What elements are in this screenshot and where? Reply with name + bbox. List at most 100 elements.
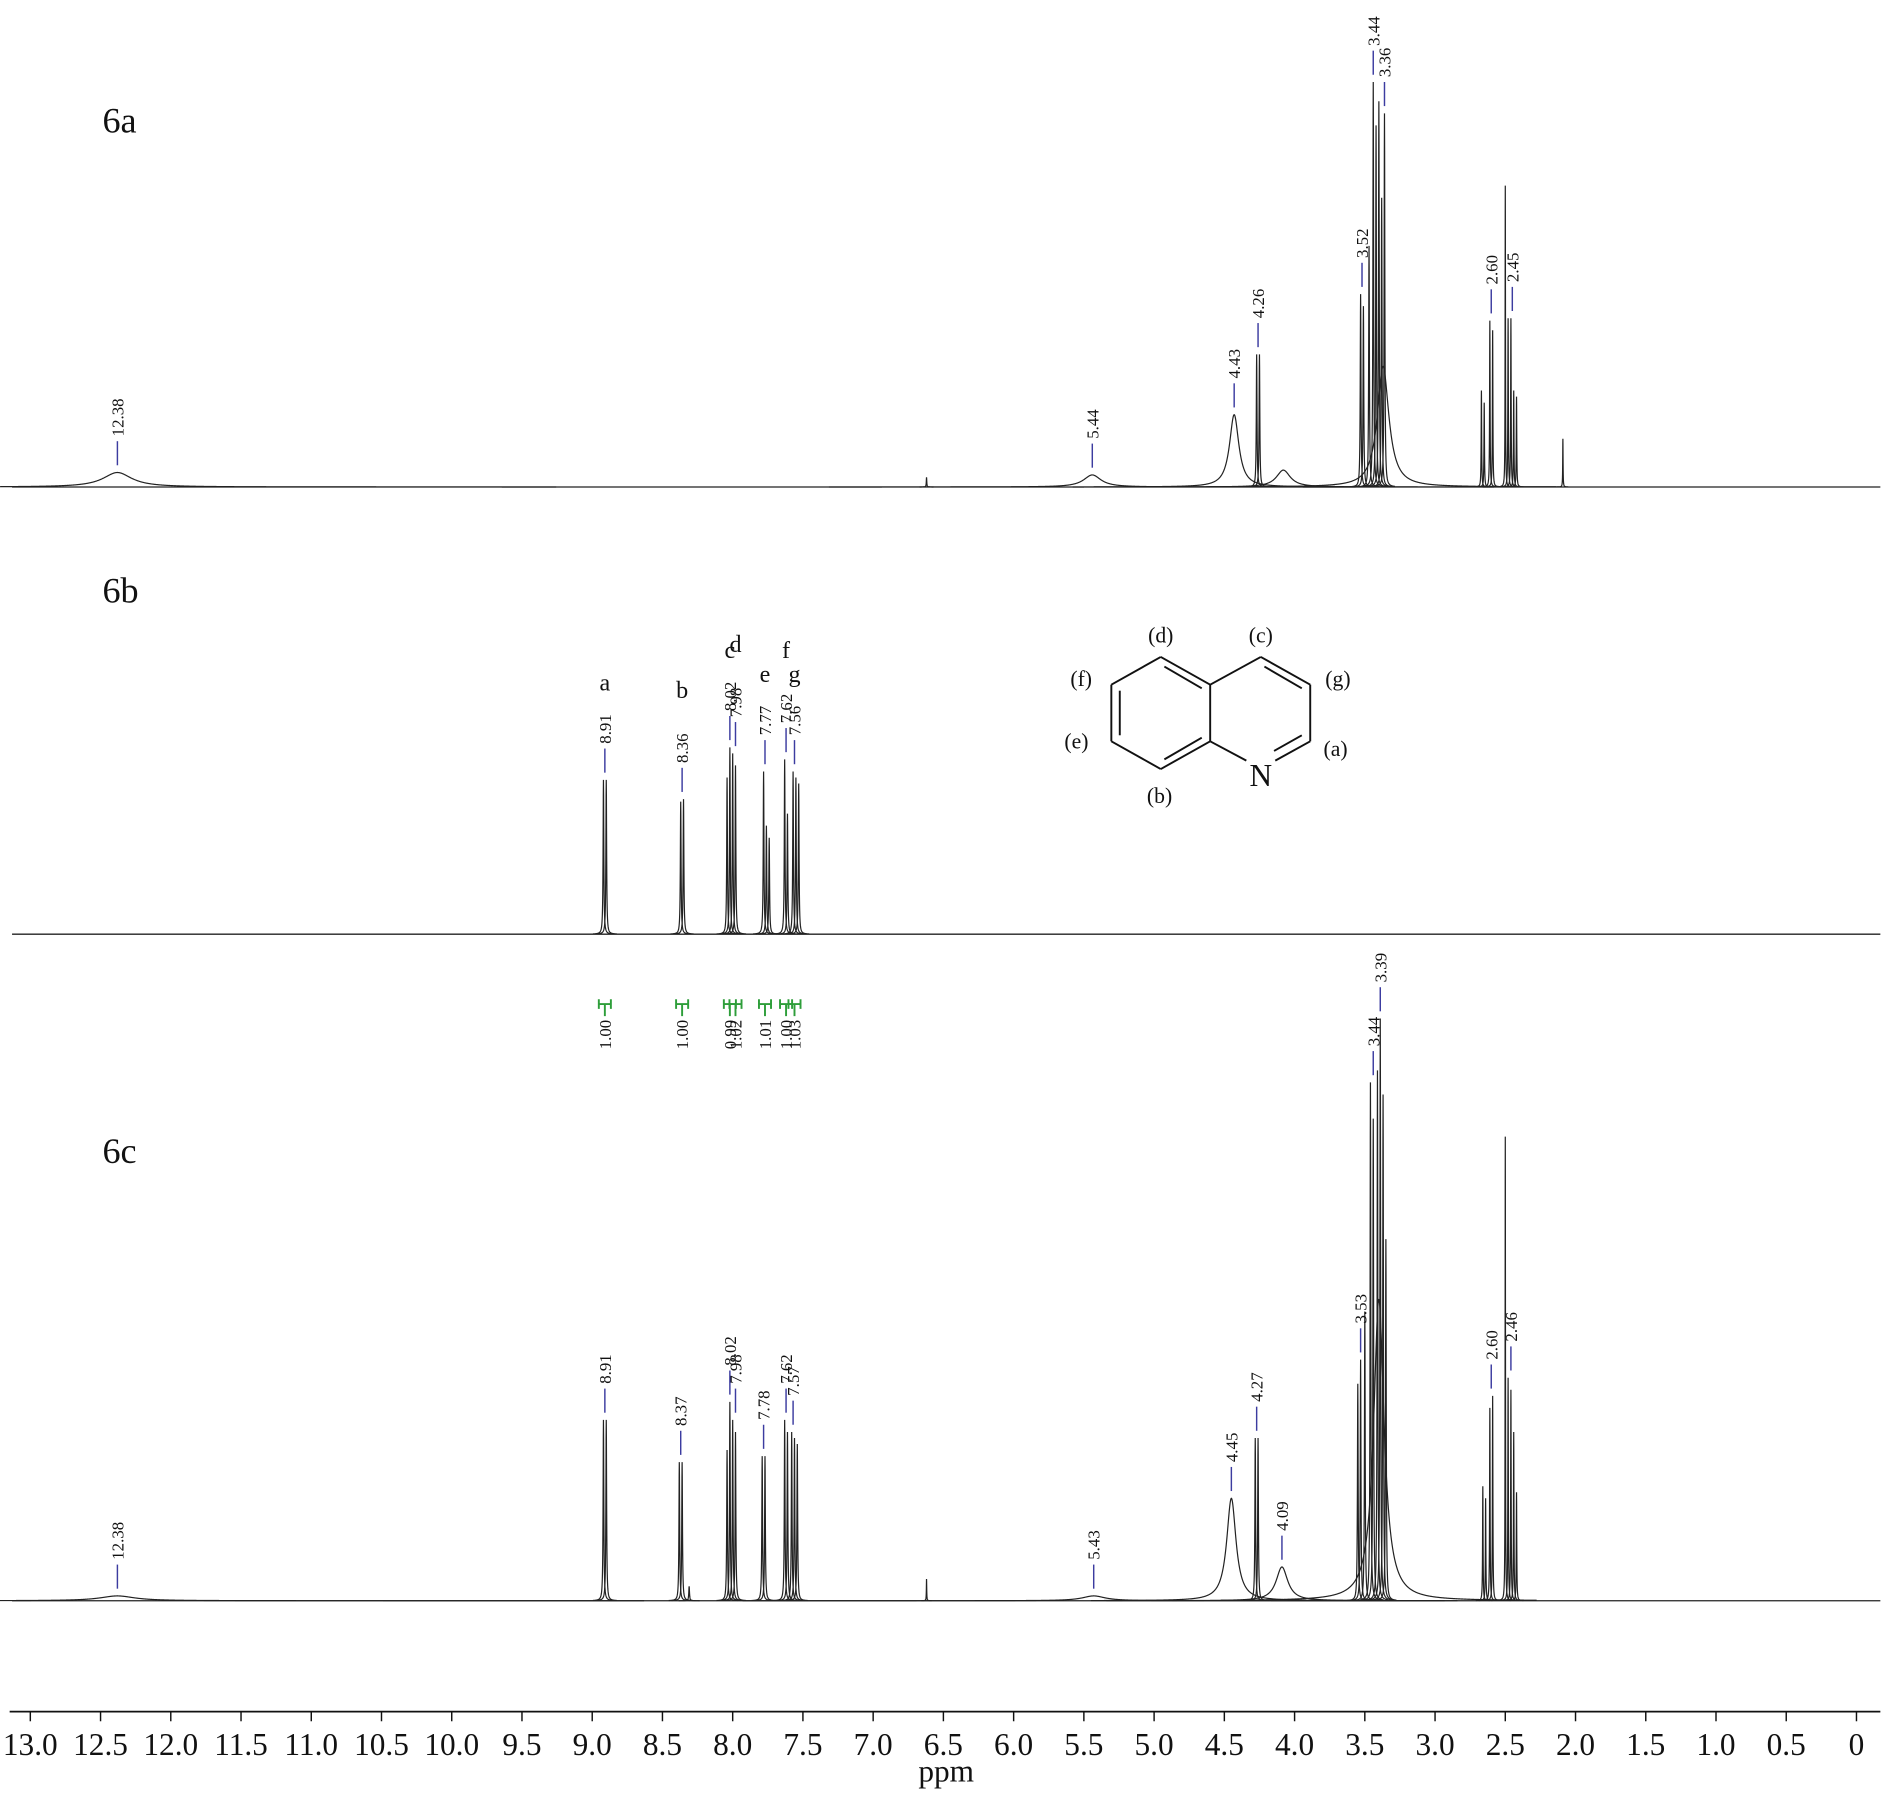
peak [1485, 330, 1500, 488]
peak-label: 2.45 [1503, 253, 1522, 283]
spectrum-name: 6b [102, 571, 138, 611]
peak-label: 8.02 [721, 1336, 740, 1366]
atom-label: (a) [1323, 737, 1347, 761]
peak-label: 8.02 [721, 682, 740, 712]
x-tick-label: 4.0 [1275, 1727, 1314, 1762]
peak [1474, 390, 1489, 488]
peak [722, 753, 744, 935]
peak [1072, 469, 1494, 488]
peak-label: 7.98 [727, 688, 746, 718]
peak-label: 7.98 [727, 1354, 746, 1384]
peak-label: 7.77 [756, 706, 775, 736]
x-tick-label: 10.5 [354, 1727, 409, 1762]
peak [1375, 1239, 1397, 1601]
x-tick-label: 7.5 [783, 1727, 822, 1762]
x-tick-label: 2.0 [1556, 1727, 1595, 1762]
peak-label: 7.62 [777, 694, 796, 724]
peak [671, 1462, 693, 1602]
peak-label: 7.56 [786, 706, 805, 736]
integral-marker [597, 999, 612, 1017]
x-tick-label: 12.0 [143, 1727, 198, 1762]
assignment-letter: g [788, 662, 800, 688]
peak-label: 12.38 [108, 398, 127, 436]
integral-label: 1.00 [777, 1020, 796, 1050]
x-tick-label: 0 [1849, 1727, 1865, 1762]
peak [1373, 113, 1396, 487]
x-tick-label: 0.5 [1767, 1727, 1806, 1762]
peak [1362, 81, 1384, 487]
peak-label: 7.78 [755, 1390, 774, 1420]
peak [670, 801, 692, 935]
x-tick-label: 1.0 [1696, 1727, 1735, 1762]
peak-label: 2.60 [1482, 1330, 1501, 1360]
peak-label: 7.62 [777, 1354, 796, 1384]
peak [788, 783, 810, 935]
atom-label: (d) [1148, 623, 1173, 647]
peak [1350, 1359, 1372, 1601]
peak [1482, 1407, 1497, 1602]
peak [592, 779, 615, 935]
peak [1509, 396, 1524, 488]
peak [776, 813, 799, 935]
peak [722, 1419, 744, 1602]
peak [592, 1419, 615, 1602]
integral-label: 1.03 [786, 1020, 805, 1050]
spectrum-name: 6c [102, 1131, 136, 1171]
x-tick-label: 7.0 [854, 1727, 893, 1762]
peak-label: 4.27 [1248, 1372, 1267, 1402]
integral-label: 0.99 [721, 1020, 740, 1050]
peak-label: 2.60 [1482, 255, 1501, 285]
peak [719, 747, 741, 935]
peak [0, 1595, 645, 1602]
peak [1482, 320, 1497, 488]
peak [668, 1462, 690, 1602]
x-tick-label: 10.0 [424, 1727, 479, 1762]
atom-label: (e) [1064, 730, 1088, 754]
peak-label: 8.36 [673, 733, 692, 763]
integral-marker [758, 999, 772, 1017]
peak [1368, 101, 1390, 487]
atom-label: (b) [1147, 784, 1172, 808]
peak-label: 4.09 [1273, 1501, 1292, 1531]
peak [1366, 1070, 1389, 1601]
peak [1506, 1431, 1521, 1602]
peak [1475, 1486, 1490, 1602]
x-tick-label: 5.5 [1064, 1727, 1103, 1762]
peak [678, 1586, 700, 1602]
peak [1509, 1492, 1524, 1602]
assignment-letter: b [676, 678, 688, 704]
assignment-letter: c [725, 638, 736, 664]
peak-label: 8.91 [596, 1354, 615, 1384]
peak [1248, 354, 1271, 488]
peak-label: 4.43 [1225, 349, 1244, 379]
peak-label: 3.36 [1376, 48, 1395, 78]
x-tick-label: 11.0 [284, 1727, 338, 1762]
atom-label: (c) [1249, 623, 1273, 647]
peak-label: 7.57 [784, 1366, 803, 1396]
integral-label: 1.02 [727, 1020, 746, 1050]
heteroatom-label: N [1249, 758, 1272, 793]
integral-label: 1.00 [596, 1020, 615, 1050]
integral-marker [779, 999, 794, 1017]
assignment-letter: f [782, 638, 791, 664]
peak [1557, 438, 1569, 488]
quinoline-structure: N (d) (c) (f) (g) (e) (a) (b) [1064, 623, 1350, 807]
peak [595, 1419, 617, 1602]
assignment-letter: d [729, 632, 741, 658]
peak-label: 4.26 [1249, 289, 1268, 319]
peak [0, 471, 557, 488]
x-tick-label: 4.5 [1205, 1727, 1244, 1762]
peak [786, 1444, 808, 1602]
peak [595, 779, 617, 935]
peak [755, 825, 777, 935]
peak [719, 1401, 741, 1602]
spectrum-name: 6a [102, 101, 136, 141]
peak-label: 8.37 [672, 1396, 691, 1426]
peak [724, 765, 747, 935]
peak [1359, 1082, 1382, 1601]
peak [921, 1579, 932, 1602]
assignment-letter: a [600, 671, 611, 697]
x-tick-label: 9.0 [573, 1727, 612, 1762]
x-tick-label: 13.0 [3, 1727, 58, 1762]
peak [1093, 413, 1375, 488]
